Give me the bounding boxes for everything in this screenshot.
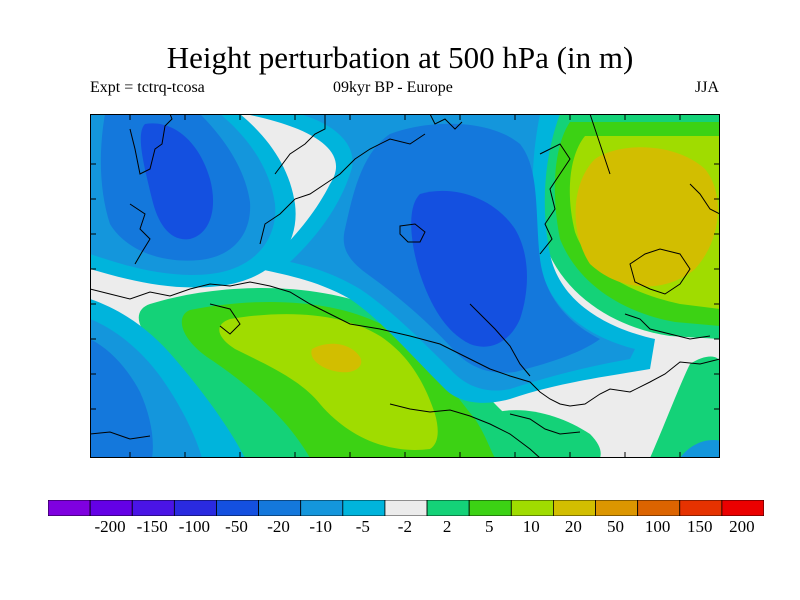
colorbar-label: 20 (564, 517, 582, 536)
colorbar (48, 500, 764, 516)
negative-region-southwest-corner (90, 299, 720, 458)
colorbar-labels: -200 -150 -100 -50 -20 -10 -5 -2 2 5 10 20 50 100 150 2… (0, 516, 800, 540)
colorbar-label: -50 (225, 517, 248, 536)
colorbar-label: 10 (522, 517, 540, 536)
positive-region-southwest (138, 288, 720, 458)
colorbar-label: 5 (484, 517, 494, 536)
colorbar-label: -5 (355, 517, 370, 536)
colorbar-label: 150 (687, 517, 713, 536)
colorbar-label: -200 (94, 517, 126, 536)
colorbar-swatch (679, 500, 723, 516)
colorbar-label: -150 (136, 517, 168, 536)
colorbar-swatch (595, 500, 639, 516)
colorbar-label: 2 (442, 517, 452, 536)
colorbar-swatch (89, 500, 133, 516)
coastlines (90, 114, 720, 458)
colorbar-label: 50 (607, 517, 624, 536)
colorbar-swatch (173, 500, 217, 516)
experiment-label: Expt = tctrq-tcosa (90, 79, 205, 96)
colorbar-swatch (131, 500, 175, 516)
colorbar-swatch (637, 500, 681, 516)
map-frame (90, 114, 720, 458)
colorbar-swatch (553, 500, 596, 516)
colorbar-swatch (721, 500, 764, 516)
colorbar-swatch (48, 500, 91, 516)
colorbar-swatch (216, 500, 259, 516)
period-label: 09kyr BP - Europe (333, 79, 453, 96)
colorbar-label: -10 (309, 517, 333, 536)
colorbar-label: -2 (397, 517, 412, 536)
height-perturbation-map (90, 114, 720, 458)
colorbar-swatch (468, 500, 512, 516)
season-label: JJA (694, 79, 719, 96)
map-title: Height perturbation at 500 hPa (in m) (166, 40, 634, 75)
positive-region-northeast (538, 114, 720, 339)
colorbar-swatch (258, 500, 302, 516)
colorbar-swatch (342, 500, 386, 516)
colorbar-label: -20 (267, 517, 290, 536)
colorbar-label: 100 (644, 517, 671, 536)
colorbar-swatch (384, 500, 428, 516)
colorbar-swatch (300, 500, 344, 516)
colorbar-label: 200 (729, 517, 755, 536)
colorbar-label: -100 (178, 517, 210, 536)
colorbar-swatch (510, 500, 554, 516)
colorbar-swatch (426, 500, 470, 516)
negative-region-central (245, 114, 655, 403)
negative-region-northwest (90, 114, 296, 288)
